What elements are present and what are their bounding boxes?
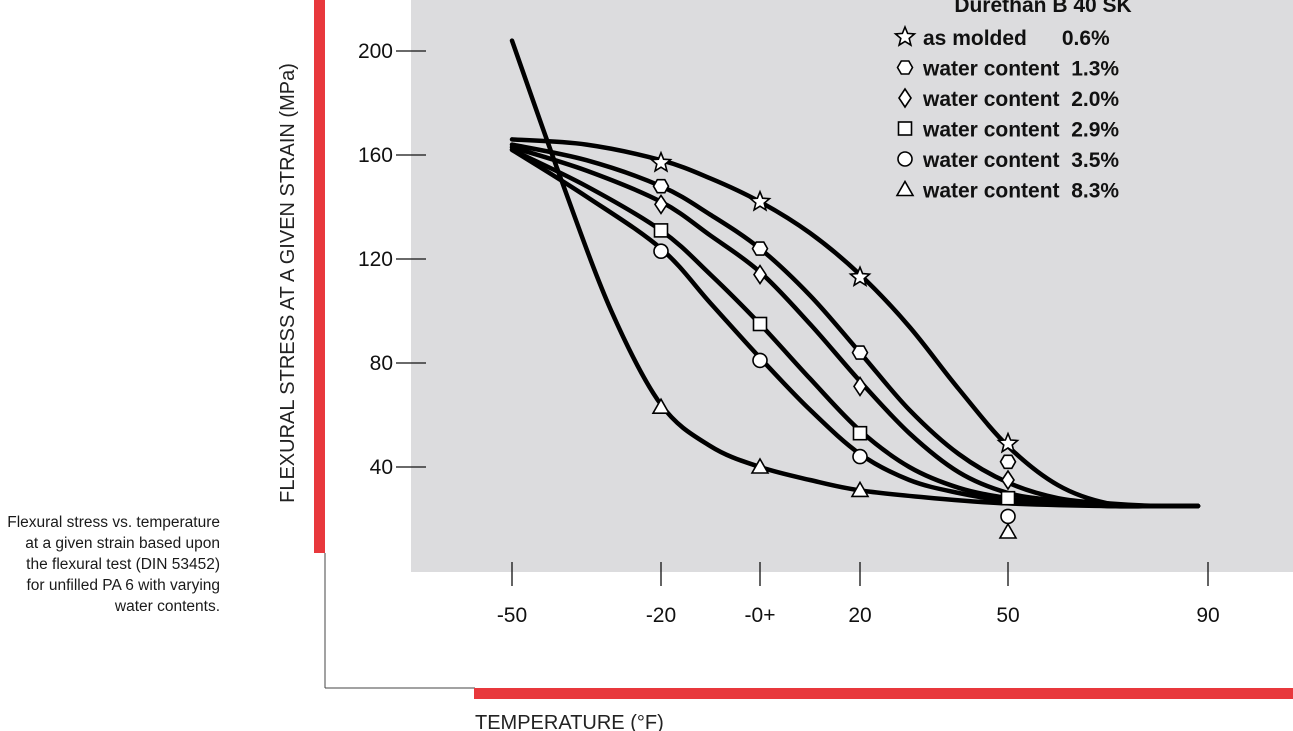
figure-caption: Flexural stress vs. temperature at a giv… — [7, 514, 220, 615]
x-axis-ticks: -50 -20 -0+ 20 50 90 — [497, 562, 1220, 627]
legend-label-2: water content 2.0% — [922, 88, 1119, 111]
y-axis-ticks: 200 160 120 80 40 — [358, 40, 426, 479]
y-tick-label: 120 — [358, 248, 393, 271]
legend-square-marker — [897, 121, 913, 136]
legend-label-0: as molded 0.6% — [923, 27, 1110, 50]
diamond-marker-2-2 — [853, 375, 867, 397]
x-tick-label: 50 — [996, 604, 1019, 627]
legend-title: Durethan B 40 SK — [954, 0, 1131, 17]
hexagon-marker-1-1 — [751, 241, 769, 256]
x-tick-label: -20 — [646, 604, 676, 627]
legend-label-4: water content 3.5% — [922, 149, 1119, 172]
y-axis-accent-bar — [314, 0, 325, 553]
square-marker-3-2 — [852, 425, 868, 441]
triangle-marker-5-2 — [850, 480, 870, 498]
diamond-marker-2-0 — [654, 193, 668, 215]
x-tick-label: 20 — [848, 604, 871, 627]
legend-label-3: water content 2.9% — [922, 119, 1119, 142]
y-axis-title: FLEXURAL STRESS AT A GIVEN STRAIN (MPa) — [277, 63, 299, 503]
legend-hexagon-marker — [896, 60, 914, 75]
diamond-marker-2-1 — [753, 264, 767, 286]
legend: Durethan B 40 SK as molded 0.6% water cont… — [893, 0, 1132, 203]
series-markers — [649, 150, 1020, 539]
triangle-marker-5-3 — [998, 522, 1018, 539]
y-tick-label: 40 — [370, 456, 393, 479]
x-tick-label: -50 — [497, 604, 527, 627]
triangle-marker-5-0 — [651, 397, 671, 415]
plot-area — [411, 0, 1293, 572]
hexagon-marker-1-0 — [652, 178, 670, 194]
legend-label-1: water content 1.3% — [922, 58, 1119, 81]
star-marker-0-0 — [649, 150, 673, 173]
square-marker-3-0 — [653, 223, 669, 238]
circle-marker-4-0 — [653, 243, 669, 259]
legend-diamond-marker — [898, 87, 912, 109]
y-tick-label: 200 — [358, 40, 393, 63]
hexagon-marker-1-3 — [999, 454, 1017, 470]
star-marker-0-2 — [848, 265, 872, 288]
square-marker-3-1 — [752, 316, 768, 332]
circle-marker-4-1 — [752, 352, 768, 369]
x-axis-accent-bar — [474, 688, 1293, 699]
y-tick-label: 80 — [370, 352, 393, 375]
circle-marker-4-2 — [852, 448, 868, 465]
legend-triangle-marker — [895, 179, 915, 197]
square-marker-3-3 — [1000, 490, 1016, 506]
x-axis-title: TEMPERATURE (°F) — [475, 712, 664, 731]
legend-label-5: water content 8.3% — [922, 180, 1119, 203]
y-tick-label: 160 — [358, 144, 393, 167]
triangle-marker-5-1 — [750, 457, 770, 474]
star-marker-0-1 — [748, 189, 772, 212]
circle-marker-4-3 — [1000, 508, 1016, 525]
diamond-marker-2-3 — [1001, 469, 1015, 491]
legend-star-marker — [893, 24, 917, 47]
hexagon-marker-1-2 — [851, 345, 869, 360]
x-tick-label: 90 — [1196, 604, 1219, 627]
legend-circle-marker — [897, 151, 913, 167]
x-tick-label: -0+ — [745, 604, 776, 627]
star-marker-0-3 — [996, 431, 1020, 454]
